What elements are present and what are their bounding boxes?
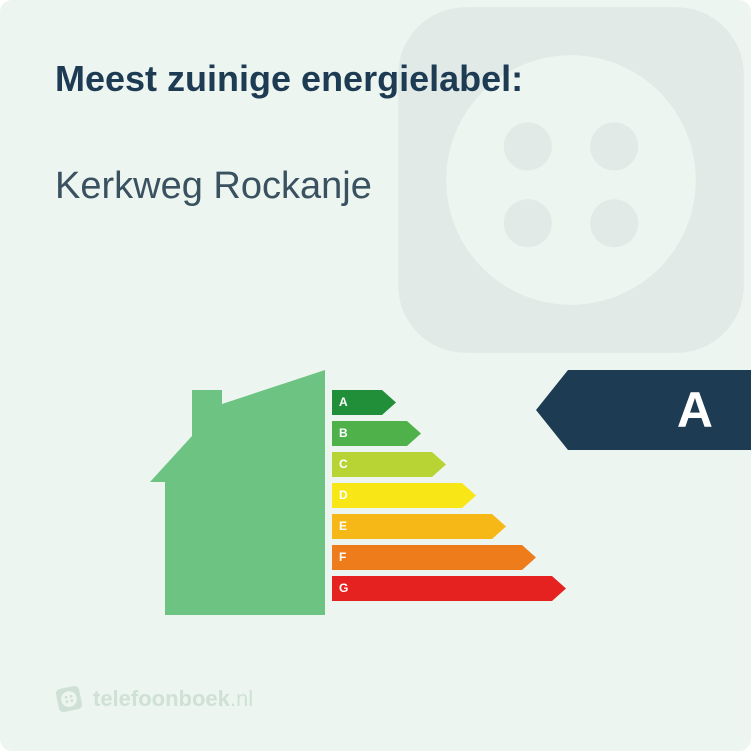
- heading: Meest zuinige energielabel:: [55, 58, 523, 100]
- rating-badge-bg: [536, 370, 751, 450]
- bar-label: A: [339, 390, 348, 415]
- subheading: Kerkweg Rockanje: [55, 165, 372, 208]
- bar-shape: [332, 514, 506, 539]
- bar-label: C: [339, 452, 348, 477]
- bar-label: B: [339, 421, 348, 446]
- bar-shape: [332, 483, 476, 508]
- rating-letter: A: [677, 370, 713, 450]
- footer: telefoonboek.nl: [55, 685, 253, 713]
- footer-logo-icon: [52, 682, 85, 715]
- footer-brand-light: .nl: [230, 686, 253, 711]
- footer-text: telefoonboek.nl: [93, 686, 253, 712]
- energy-label-card: Meest zuinige energielabel: Kerkweg Rock…: [0, 0, 751, 751]
- bar-label: D: [339, 483, 348, 508]
- house-icon: [150, 370, 325, 615]
- bar-shape: [332, 452, 446, 477]
- bar-shape: [332, 576, 566, 601]
- bar-label: G: [339, 576, 348, 601]
- bar-shape: [332, 545, 536, 570]
- bar-label: F: [339, 545, 346, 570]
- rating-badge: A: [536, 370, 751, 450]
- footer-brand-bold: telefoonboek: [93, 686, 230, 711]
- bar-label: E: [339, 514, 347, 539]
